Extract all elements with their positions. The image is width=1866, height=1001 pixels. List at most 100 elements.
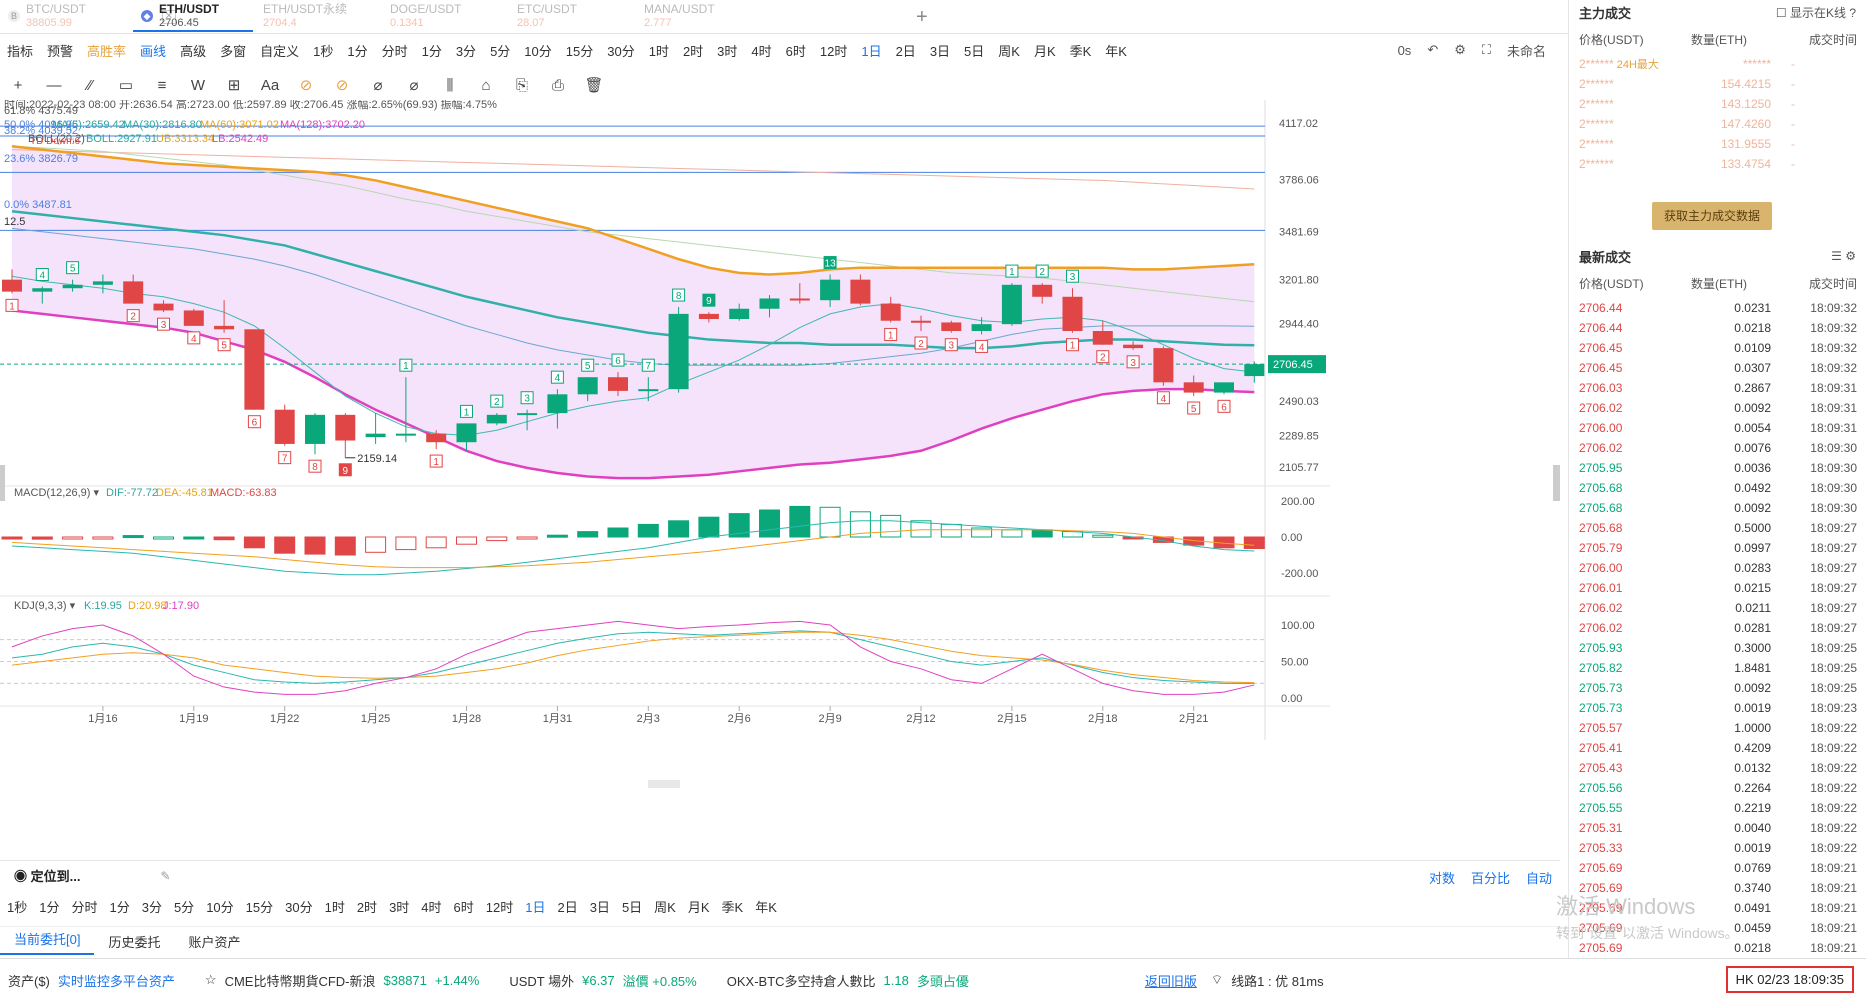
tab-eth[interactable]: ◆ ETH/USDT 2706.45 [133, 2, 253, 32]
draw-tool-16-icon[interactable]: 🗑 [584, 77, 604, 94]
winrate-button[interactable]: 高胜率 [87, 43, 127, 59]
period-20[interactable]: 月K [1033, 43, 1056, 59]
settings-icon[interactable]: ⚙ [1454, 42, 1466, 57]
help-icon[interactable]: ? [1849, 5, 1856, 20]
bottom-period-6[interactable]: 10分 [206, 899, 234, 915]
draw-tool-2-icon[interactable]: ⁄⁄ [87, 76, 93, 94]
period-8[interactable]: 30分 [607, 43, 635, 59]
draw-tool-6-icon[interactable]: ⊞ [227, 77, 241, 94]
period-3[interactable]: 1分 [421, 43, 442, 59]
period-6[interactable]: 10分 [524, 43, 552, 59]
old-version-link[interactable]: 返回旧版 [1144, 973, 1197, 989]
bottom-period-7[interactable]: 15分 [245, 899, 274, 915]
bottom-period-8[interactable]: 30分 [285, 899, 313, 915]
bottom-period-19[interactable]: 周K [654, 899, 676, 915]
draw-tool-14-icon[interactable]: ⎘ [515, 76, 528, 94]
indicator-button[interactable]: 指标 [7, 43, 34, 59]
period-21[interactable]: 季K [1069, 43, 1092, 59]
tab-current-orders[interactable]: 当前委托[0] [0, 929, 95, 955]
bottom-period-12[interactable]: 4时 [421, 899, 442, 915]
undo-icon[interactable]: ↶ [1427, 42, 1439, 57]
bottom-period-18[interactable]: 5日 [621, 899, 643, 915]
bottom-period-11[interactable]: 3时 [389, 899, 410, 915]
draw-tool-0-icon[interactable]: + [13, 76, 23, 94]
star-icon[interactable]: ☆ [204, 972, 217, 987]
goto-button[interactable]: ◉ 定位到... [14, 869, 81, 884]
bottom-period-4[interactable]: 3分 [141, 899, 162, 915]
period-4[interactable]: 3分 [455, 43, 477, 59]
tab-account-assets[interactable]: 账户资产 [188, 935, 241, 950]
bottom-period-9[interactable]: 1时 [324, 899, 345, 915]
show-in-kline-toggle[interactable]: ☐ 显示在K线 ? [1775, 5, 1856, 20]
period-7[interactable]: 15分 [565, 43, 594, 59]
line-status[interactable]: 线路1 : 优 81ms [1231, 973, 1324, 989]
bottom-period-1[interactable]: 1分 [39, 899, 60, 915]
monitor-link[interactable]: 实时监控多平台资产 [57, 973, 175, 989]
bottom-period-5[interactable]: 5分 [173, 899, 195, 915]
bottom-period-16[interactable]: 2日 [557, 899, 578, 915]
period-18[interactable]: 5日 [964, 43, 985, 59]
draw-tool-4-icon[interactable]: ≡ [157, 76, 167, 94]
period-2[interactable]: 分时 [381, 43, 408, 59]
get-main-trades-button[interactable]: 获取主力成交数据 [1652, 202, 1772, 230]
bottom-period-20[interactable]: 月K [687, 899, 710, 915]
draw-tool-1-icon[interactable]: — [46, 76, 62, 94]
tab-mana[interactable]: MANA/USDT 2.777 [634, 2, 761, 32]
close-icon[interactable]: ✕ [162, 10, 176, 24]
kline-chart[interactable]: 1 2 3 4 5 6 7 8 9 1 1 2 3 4 1 2 3 4 5 6 4 5 1 1 2 3 4 5 6 7 8 9 13 1 2 3 215… [0, 100, 1560, 860]
tab-btc[interactable]: B BTC/USDT 38805.99 ✕ [0, 2, 180, 32]
custom-button[interactable]: 自定义 [260, 43, 300, 59]
draw-tool-11-icon[interactable]: ⌀ [409, 77, 419, 94]
edit-icon[interactable]: ✎ [160, 868, 171, 883]
bottom-period-22[interactable]: 年K [755, 899, 777, 915]
tab-history-orders[interactable]: 历史委托 [108, 935, 161, 950]
period-17[interactable]: 3日 [929, 43, 951, 59]
fullscreen-icon[interactable]: ⛶ [1481, 42, 1491, 57]
bottom-period-21[interactable]: 季K [721, 899, 744, 915]
period-0[interactable]: 1秒 [313, 43, 334, 59]
tab-eth-perp[interactable]: ETH/USDT永续 2704.4 [253, 2, 380, 32]
period-22[interactable]: 年K [1105, 43, 1127, 59]
period-13[interactable]: 6时 [785, 43, 806, 59]
draw-button[interactable]: 画线 [140, 43, 167, 59]
period-9[interactable]: 1时 [648, 43, 669, 59]
left-scroll-handle[interactable] [0, 465, 5, 501]
period-14[interactable]: 12时 [819, 43, 848, 59]
bottom-period-15[interactable]: 1日 [525, 899, 546, 915]
period-15[interactable]: 1日 [861, 43, 882, 59]
alert-button[interactable]: 预警 [47, 43, 74, 59]
period-11[interactable]: 3时 [717, 43, 738, 59]
draw-tool-9-icon[interactable]: ⊘ [335, 77, 349, 94]
period-10[interactable]: 2时 [682, 43, 704, 59]
draw-tool-8-icon[interactable]: ⊘ [299, 77, 313, 94]
bottom-period-17[interactable]: 3日 [589, 899, 610, 915]
period-12[interactable]: 4时 [751, 43, 772, 59]
draw-tool-5-icon[interactable]: W [190, 76, 206, 94]
bottom-period-14[interactable]: 12时 [485, 899, 514, 915]
tab-etc[interactable]: ETC/USDT 28.07 [507, 2, 634, 32]
multi-window-button[interactable]: 多窗 [220, 43, 247, 59]
list-settings-icon[interactable]: ☰ ⚙ [1831, 249, 1856, 263]
draw-tool-12-icon[interactable]: ⫼ [446, 76, 454, 94]
draw-tool-13-icon[interactable]: ⌂ [481, 76, 491, 94]
layout-name[interactable]: 未命名 [1506, 43, 1546, 59]
tab-doge[interactable]: DOGE/USDT 0.1341 [380, 2, 507, 32]
advanced-button[interactable]: 高级 [180, 43, 207, 59]
period-1[interactable]: 1分 [347, 43, 368, 59]
period-5[interactable]: 5分 [490, 43, 511, 59]
draw-tool-15-icon[interactable]: ⎙ [551, 76, 564, 94]
draw-tool-3-icon[interactable]: ▭ [118, 77, 134, 94]
bottom-period-13[interactable]: 6时 [453, 899, 474, 915]
auto-scale-button[interactable]: 自动 [1525, 871, 1552, 886]
period-16[interactable]: 2日 [895, 43, 916, 59]
bottom-period-3[interactable]: 1分 [109, 899, 130, 915]
add-tab-button[interactable]: + [916, 6, 928, 28]
bottom-period-0[interactable]: 1秒 [7, 899, 28, 915]
percent-scale-button[interactable]: 百分比 [1470, 871, 1510, 886]
log-scale-button[interactable]: 对数 [1428, 871, 1455, 886]
period-19[interactable]: 周K [998, 43, 1020, 59]
draw-tool-7-icon[interactable]: Aa [260, 76, 280, 94]
bottom-period-10[interactable]: 2时 [356, 899, 378, 915]
bottom-period-2[interactable]: 分时 [71, 899, 98, 915]
draw-tool-10-icon[interactable]: ⌀ [373, 77, 383, 94]
